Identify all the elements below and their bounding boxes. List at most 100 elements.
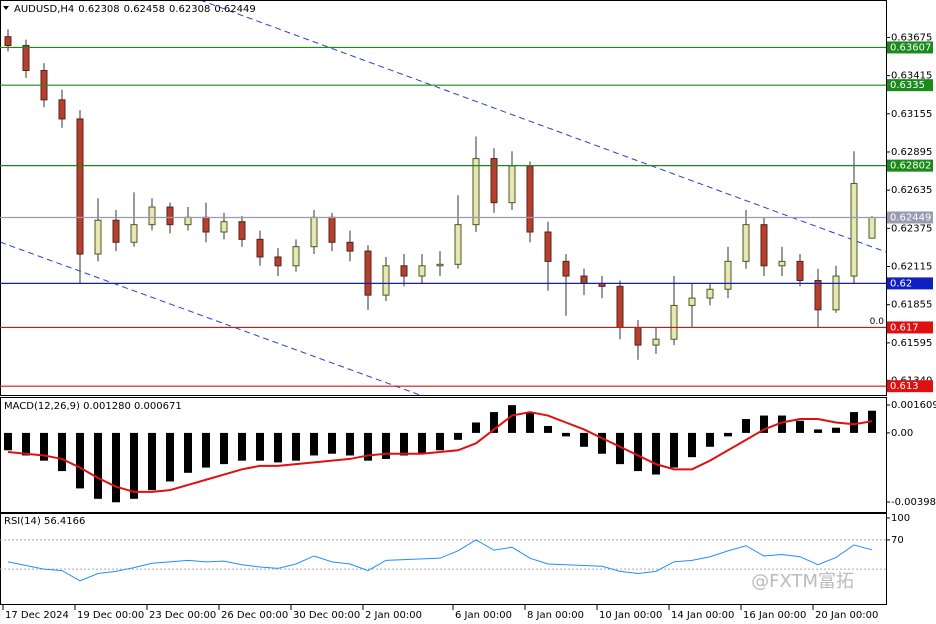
x-tick-label: 17 Dec 2024 [5,610,69,621]
trend-line [0,241,421,396]
candle-body [22,45,30,71]
macd-bar [796,420,804,433]
candle-body [58,99,66,120]
macd-bar [166,432,174,482]
y-tick-label: 0.001609 [891,400,936,411]
macd-bar [742,419,750,433]
macd-bar [580,432,588,447]
candle-body [238,221,246,240]
candle-body [4,36,12,47]
signal-line [7,411,873,493]
macd-bar [274,432,282,463]
macd-bar [436,432,444,451]
x-tick-label: 10 Jan 00:00 [599,610,662,621]
macd-bar [598,432,606,454]
panel-title: RSI(14) 56.4166 [4,516,85,527]
macd-bar [508,405,516,433]
macd-bar [328,432,336,454]
macd-bar [238,432,246,461]
candle-body [616,285,624,328]
y-tick-label: 0.63415 [891,71,932,82]
candle-body [346,241,354,252]
x-tick-label: 16 Jan 00:00 [743,610,806,621]
level-label: 0.6335 [890,80,925,91]
macd-bar [652,432,660,475]
x-tick-label: 20 Jan 00:00 [815,610,878,621]
y-tick-label: 0.62375 [891,223,932,234]
candle-body [508,165,516,204]
candle-body [400,265,408,277]
candle-body [382,265,390,296]
macd-bar [562,432,570,437]
header-value: AUDUSD,H4 [14,4,74,15]
macd-bar [454,432,462,440]
macd-bar [58,432,66,472]
y-tick-label: -0.003983 [891,497,936,508]
macd-bar [706,432,714,447]
macd-bar [544,425,552,433]
x-tick-label: 30 Dec 00:00 [293,610,360,621]
macd-bar [148,432,156,491]
candle-body [454,224,462,265]
macd-bar [94,432,102,499]
rsi-line [7,539,873,582]
candle-body [292,246,300,267]
candle-body [436,263,444,267]
candle-body [670,304,678,340]
candle-body [562,260,570,277]
header-value: 0.62308 [78,4,119,15]
macd-bar [76,432,84,489]
candle-body [850,183,858,277]
candle-body [112,219,120,243]
candle-body [526,165,534,233]
macd-bar [688,432,696,458]
candle-body [76,118,84,255]
macd-bar [490,412,498,433]
level-label-box [887,41,933,54]
macd-bar [256,432,264,461]
candle-body [94,219,102,255]
macd-bar [184,432,192,473]
header-value: 0.62458 [124,4,165,15]
macd-bar [364,432,372,461]
candle-body [742,224,750,262]
macd-bar [832,427,840,433]
macd-bar [382,432,390,459]
x-tick-label: 23 Dec 00:00 [149,610,216,621]
level-label: 0.62449 [890,212,931,223]
candle-body [166,206,174,226]
trend-line [199,0,887,253]
y-tick-label: 0.62115 [891,262,932,273]
level-label-box [887,321,933,334]
candle-body [814,279,822,311]
candle-body [706,288,714,299]
candle-body [832,275,840,311]
x-tick-label: 19 Dec 00:00 [77,610,144,621]
candle-body [274,256,282,267]
macd-bar [220,432,228,465]
level-label-box [887,211,933,224]
candle-body [256,238,264,258]
level-label: 0.62802 [890,161,931,172]
header-value: 0.62308 [169,4,210,15]
candle-body [310,216,318,248]
header-value: 0.62449 [214,4,255,15]
y-tick-label: 0.62635 [891,185,932,196]
y-tick-label: 0.63675 [891,32,932,43]
panel-frame [0,397,887,513]
candle-body [472,158,480,226]
candle-body [220,221,228,233]
y-tick-label: 0.61595 [891,338,932,349]
candle-body [418,265,426,277]
candle-body [688,297,696,306]
candle-body [652,338,660,346]
macd-bar [400,432,408,456]
x-tick-label: 2 Jan 00:00 [365,610,422,621]
macd-bar [418,432,426,454]
candle-body [148,206,156,226]
macd-bar [130,432,138,499]
candle-body [778,260,786,267]
macd-bar [292,432,300,461]
